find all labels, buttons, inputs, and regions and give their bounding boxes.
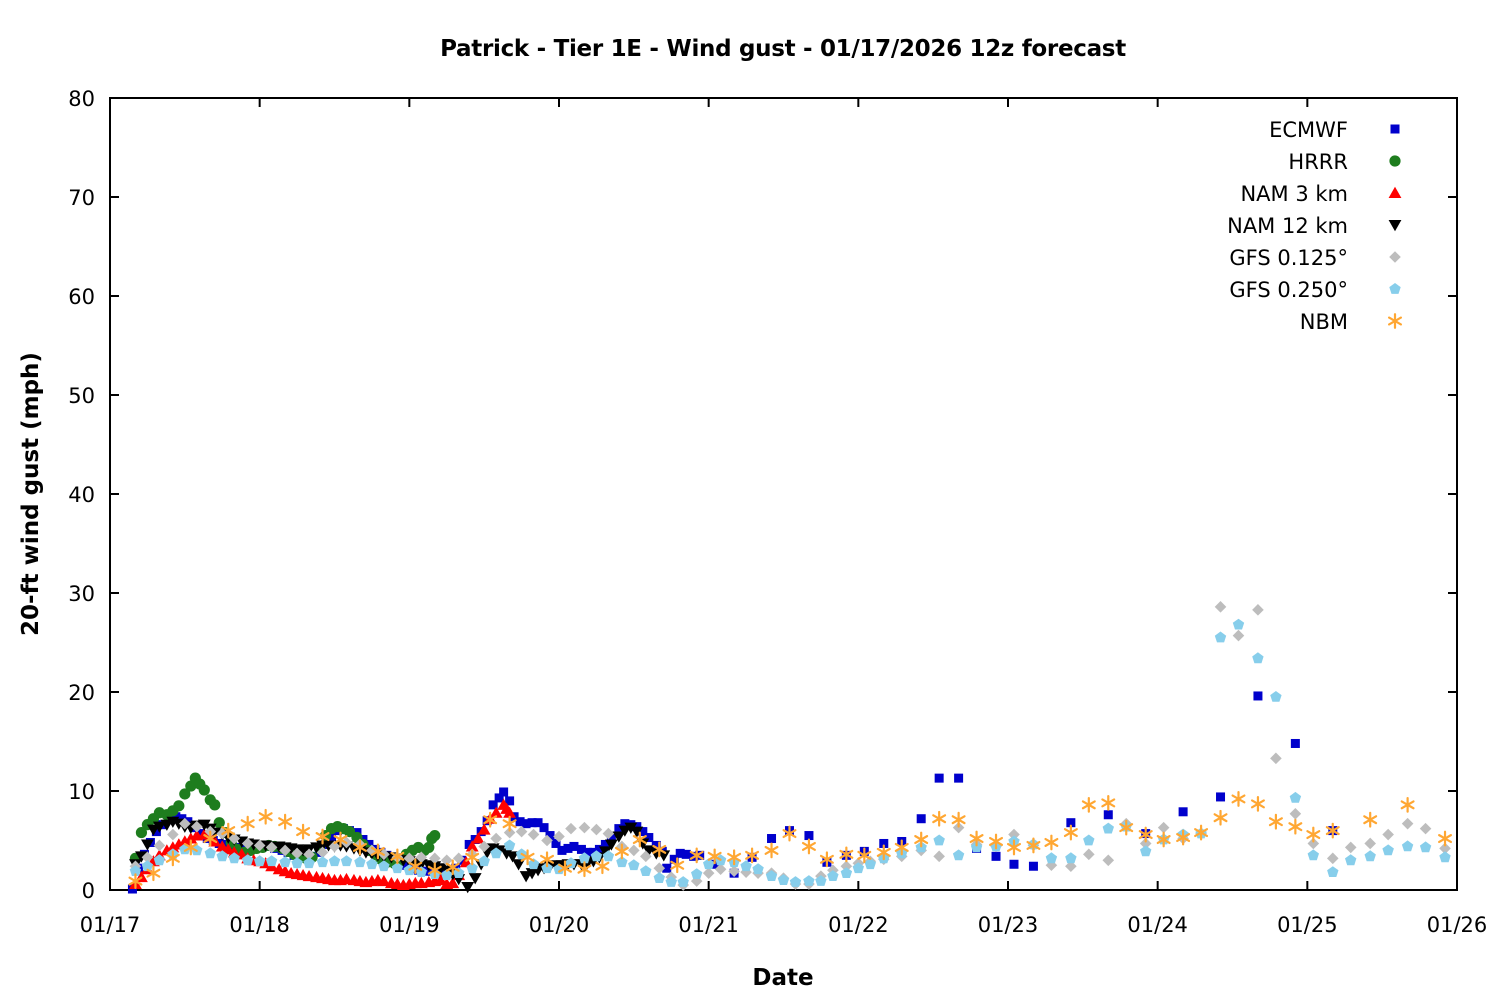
x-tick-label: 01/26	[1427, 913, 1488, 937]
y-axis-title: 20-ft wind gust (mph)	[18, 352, 44, 636]
legend: ECMWF HRRR NAM 3 km NAM 12 km GFS 0.125° GFS …	[1227, 118, 1402, 334]
x-tick-label: 01/17	[80, 913, 141, 937]
x-tick-label: 01/23	[978, 913, 1039, 937]
y-tick-label: 20	[68, 681, 95, 705]
x-tick-label: 01/21	[678, 913, 739, 937]
x-tick-label: 01/25	[1277, 913, 1338, 937]
x-axis-ticks: 01/17 01/18 01/19 01/20 01/21 01/22 01/23 01/24…	[80, 98, 1488, 937]
y-axis-ticks: 0 10 20 30 40 50 60 70 80	[68, 87, 1457, 903]
x-tick-label: 01/20	[529, 913, 590, 937]
legend-item-ECMWF: ECMWF	[1269, 118, 1400, 142]
legend-item-NAM-3-km: NAM 3 km	[1240, 182, 1402, 206]
legend-label: GFS 0.125°	[1229, 246, 1348, 270]
legend-item-NAM-12-km: NAM 12 km	[1227, 214, 1402, 238]
x-tick-label: 01/22	[828, 913, 889, 937]
legend-label: NAM 12 km	[1227, 214, 1348, 238]
legend-item-NBM: NBM	[1300, 310, 1402, 334]
legend-label: GFS 0.250°	[1229, 278, 1348, 302]
legend-item-GFS-0.250°: GFS 0.250°	[1229, 278, 1401, 302]
y-tick-label: 50	[68, 384, 95, 408]
y-tick-label: 80	[68, 87, 95, 111]
legend-label: ECMWF	[1269, 118, 1348, 142]
x-tick-label: 01/24	[1127, 913, 1188, 937]
y-tick-label: 0	[82, 879, 95, 903]
series-NBM	[128, 791, 1453, 889]
y-tick-label: 40	[68, 483, 95, 507]
legend-label: NBM	[1300, 310, 1348, 334]
legend-item-GFS-0.125°: GFS 0.125°	[1229, 246, 1401, 270]
y-tick-label: 10	[68, 780, 95, 804]
chart-title: Patrick - Tier 1E - Wind gust - 01/17/20…	[440, 36, 1126, 62]
legend-label: NAM 3 km	[1240, 182, 1348, 206]
legend-label: HRRR	[1288, 150, 1348, 174]
y-tick-label: 30	[68, 582, 95, 606]
legend-item-HRRR: HRRR	[1288, 150, 1401, 174]
y-tick-label: 70	[68, 186, 95, 210]
x-axis-title: Date	[752, 965, 813, 991]
x-tick-label: 01/18	[229, 913, 290, 937]
data-points-layer	[127, 601, 1453, 894]
y-tick-label: 60	[68, 285, 95, 309]
x-tick-label: 01/19	[379, 913, 440, 937]
